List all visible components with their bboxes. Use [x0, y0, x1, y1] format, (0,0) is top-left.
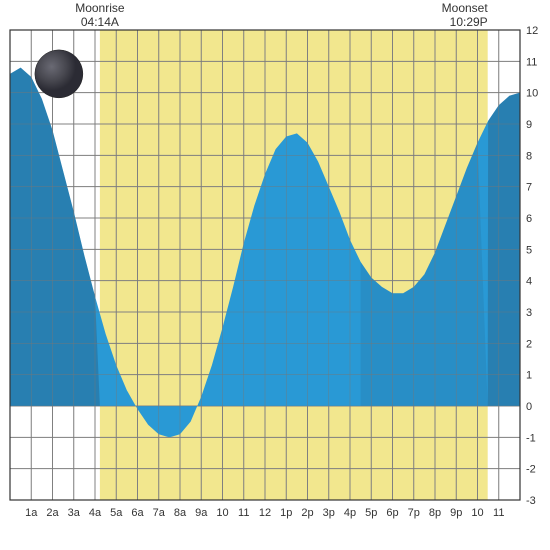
y-tick-label: -3 [526, 495, 536, 507]
y-tick-label: 9 [526, 119, 532, 131]
chart-svg: -3-2-101234567891011121a2a3a4a5a6a7a8a9a… [0, 0, 550, 550]
y-tick-label: 11 [526, 56, 537, 68]
x-tick-label: 8p [429, 507, 441, 519]
x-tick-label: 7p [408, 507, 420, 519]
moonset-time: 10:29P [450, 15, 488, 29]
x-tick-label: 5a [110, 507, 123, 519]
x-tick-label: 1p [280, 507, 292, 519]
y-tick-label: -1 [526, 432, 536, 444]
y-tick-label: 2 [526, 338, 532, 350]
y-tick-label: 4 [526, 276, 532, 288]
x-tick-label: 11 [493, 507, 504, 519]
y-tick-label: 10 [526, 88, 538, 100]
x-tick-label: 8a [174, 507, 187, 519]
tide-chart: -3-2-101234567891011121a2a3a4a5a6a7a8a9a… [0, 0, 550, 550]
x-tick-label: 11 [238, 507, 249, 519]
x-tick-label: 3a [68, 507, 81, 519]
y-tick-label: 6 [526, 213, 532, 225]
x-tick-label: 9a [195, 507, 208, 519]
x-tick-label: 4p [344, 507, 356, 519]
y-tick-label: 5 [526, 244, 532, 256]
x-tick-label: 6p [386, 507, 398, 519]
x-tick-label: 10 [471, 507, 483, 519]
x-tick-label: 9p [450, 507, 462, 519]
y-tick-label: 3 [526, 307, 532, 319]
x-tick-label: 7a [153, 507, 166, 519]
x-tick-label: 3p [323, 507, 335, 519]
x-tick-label: 6a [131, 507, 144, 519]
y-tick-label: 1 [526, 370, 532, 382]
moonrise-label: Moonrise [75, 1, 125, 15]
x-tick-label: 1a [25, 507, 38, 519]
x-tick-label: 4a [89, 507, 102, 519]
x-tick-label: 10 [216, 507, 228, 519]
y-tick-label: 7 [526, 182, 532, 194]
moonrise-time: 04:14A [81, 15, 119, 29]
y-tick-label: 12 [526, 25, 538, 37]
y-tick-label: 8 [526, 150, 532, 162]
y-tick-label: 0 [526, 401, 532, 413]
x-tick-label: 12 [259, 507, 271, 519]
moon-icon [35, 50, 83, 98]
y-tick-label: -2 [526, 464, 536, 476]
moonset-label: Moonset [442, 1, 489, 15]
x-tick-label: 5p [365, 507, 377, 519]
x-tick-label: 2p [301, 507, 313, 519]
x-tick-label: 2a [46, 507, 59, 519]
